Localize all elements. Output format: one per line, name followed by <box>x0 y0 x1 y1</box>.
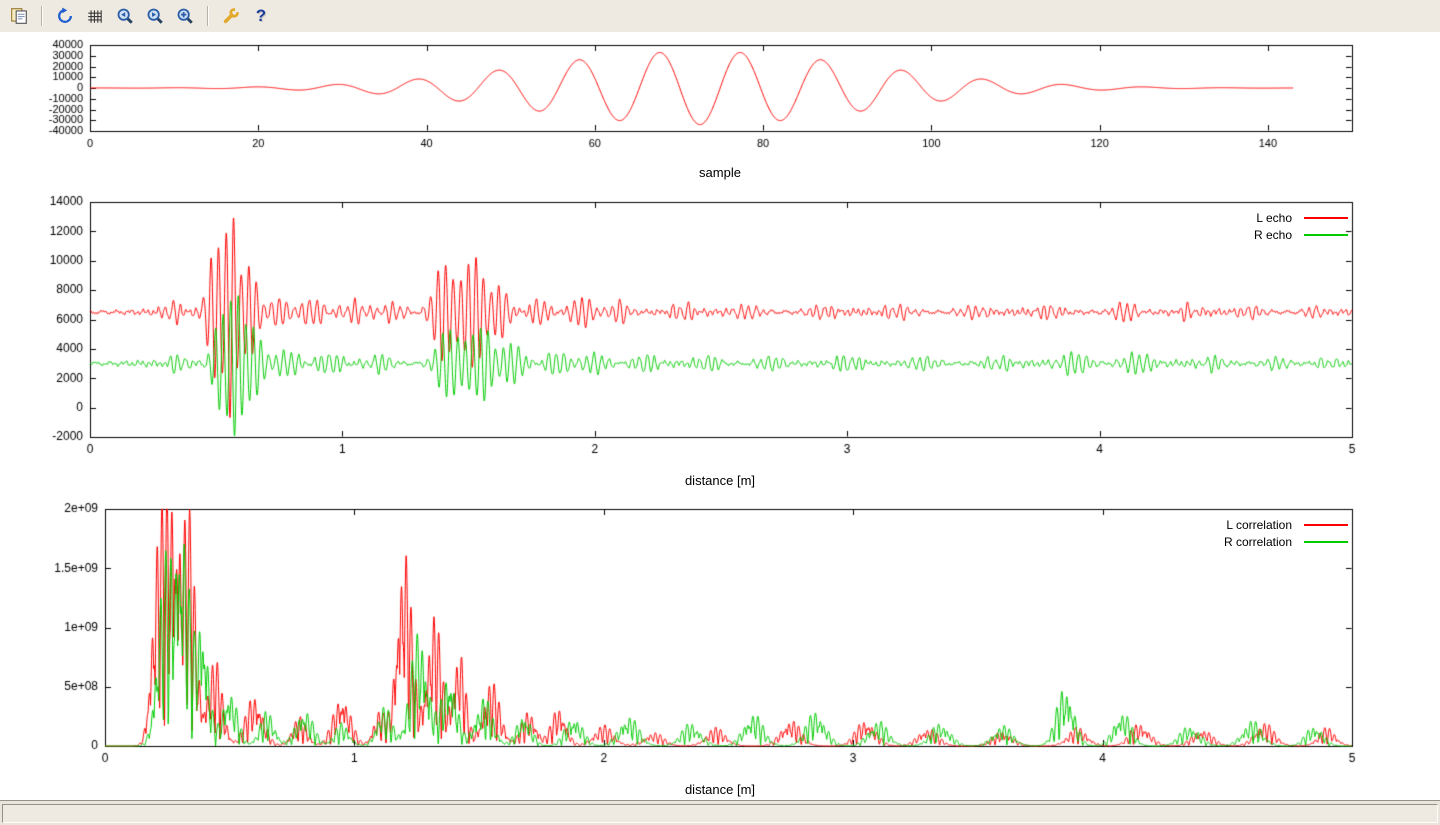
toolbar-separator <box>207 6 209 26</box>
legend-label: R correlation <box>1223 534 1292 549</box>
legend-item: L correlation <box>1224 516 1348 533</box>
legend-line-sample <box>1304 216 1348 219</box>
toolbar-separator <box>41 6 43 26</box>
config-button[interactable] <box>218 3 244 29</box>
correlation-legend: L correlation R correlation <box>1224 516 1348 550</box>
replot-button[interactable] <box>52 3 78 29</box>
zoom-previous-button[interactable] <box>112 3 138 29</box>
legend-label: R echo <box>1253 227 1292 242</box>
echo-plot-canvas[interactable] <box>0 190 1440 495</box>
plot-area: sample L echo R echo distance [m] L corr… <box>0 32 1440 800</box>
grid-toggle-button[interactable] <box>82 3 108 29</box>
config-icon <box>223 7 240 24</box>
autoscale-button[interactable] <box>172 3 198 29</box>
legend-item: L echo <box>1254 209 1348 226</box>
echo-plot-xlabel: distance [m] <box>684 473 756 488</box>
legend-item: R correlation <box>1224 533 1348 550</box>
legend-line-sample <box>1304 233 1348 236</box>
legend-line-sample <box>1304 540 1348 543</box>
zoom-next-icon <box>147 8 163 24</box>
status-bar <box>0 800 1440 825</box>
correlation-plot: L correlation R correlation distance [m] <box>0 495 1440 800</box>
grid-icon <box>88 10 102 23</box>
help-icon: ? <box>255 6 267 25</box>
pulse-plot-canvas[interactable] <box>0 32 1440 190</box>
status-field <box>2 803 1438 823</box>
replot-icon <box>58 7 72 23</box>
echo-plot: L echo R echo distance [m] <box>0 190 1440 495</box>
pulse-plot-xlabel: sample <box>699 165 741 180</box>
copy-icon <box>11 8 27 24</box>
autoscale-icon <box>177 8 193 24</box>
toolbar: ? <box>0 0 1440 32</box>
zoom-previous-icon <box>117 8 133 24</box>
copy-plot-button[interactable] <box>6 3 32 29</box>
echo-legend: L echo R echo <box>1254 209 1348 243</box>
correlation-plot-xlabel: distance [m] <box>684 782 756 797</box>
legend-label: L echo <box>1256 210 1292 225</box>
help-button[interactable]: ? <box>248 3 274 29</box>
legend-line-sample <box>1304 523 1348 526</box>
correlation-plot-canvas[interactable] <box>0 495 1440 800</box>
zoom-next-button[interactable] <box>142 3 168 29</box>
legend-item: R echo <box>1254 226 1348 243</box>
pulse-plot: sample <box>0 32 1440 190</box>
legend-label: L correlation <box>1226 517 1292 532</box>
